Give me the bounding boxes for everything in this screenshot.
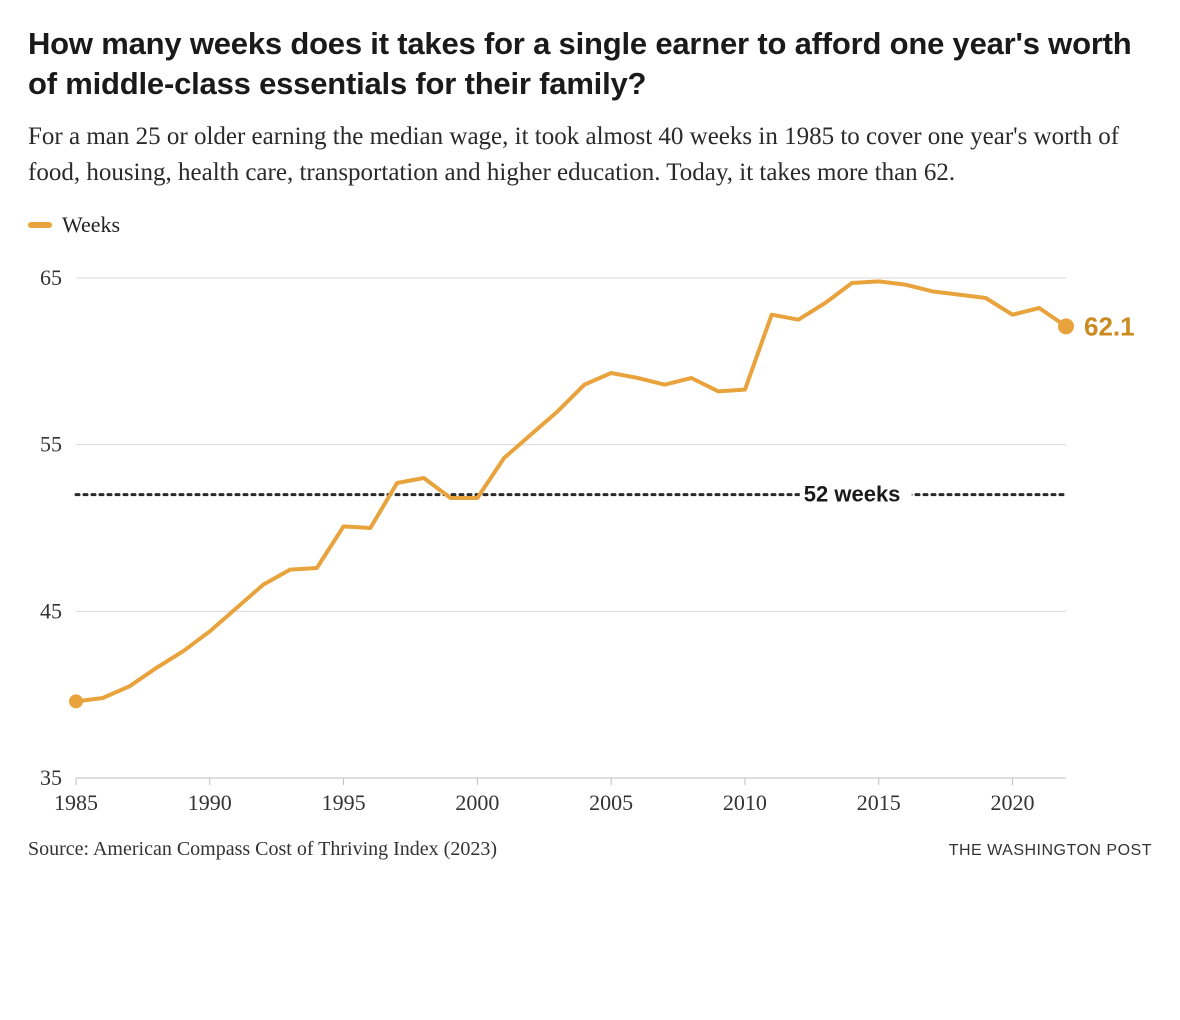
series-line bbox=[76, 282, 1066, 702]
chart-subtitle: For a man 25 or older earning the median… bbox=[28, 119, 1152, 190]
chart-title: How many weeks does it takes for a singl… bbox=[28, 24, 1152, 103]
y-tick-label: 65 bbox=[40, 268, 62, 290]
series-start-marker bbox=[69, 695, 83, 709]
line-chart: 35 45 55 65 1985 1990 1995 2000 2005 2010 2015 2020… bbox=[28, 268, 1152, 828]
legend-swatch bbox=[28, 222, 52, 228]
y-tick-label: 35 bbox=[40, 765, 62, 790]
series-end-label: 62.1 bbox=[1084, 312, 1135, 342]
credit-text: THE WASHINGTON POST bbox=[949, 842, 1152, 860]
y-tick-label: 45 bbox=[40, 599, 62, 624]
x-tick-label: 1985 bbox=[54, 790, 98, 815]
x-tick-label: 2005 bbox=[589, 790, 633, 815]
legend: Weeks bbox=[28, 212, 1152, 238]
x-tick-label: 2000 bbox=[455, 790, 499, 815]
x-tick-label: 2010 bbox=[723, 790, 767, 815]
x-tick-label: 1995 bbox=[322, 790, 366, 815]
chart-svg: 35 45 55 65 1985 1990 1995 2000 2005 2010 2015 2020… bbox=[28, 268, 1152, 828]
legend-label: Weeks bbox=[62, 212, 120, 238]
y-tick-label: 55 bbox=[40, 432, 62, 457]
x-tick-label: 1990 bbox=[188, 790, 232, 815]
x-tick-label: 2020 bbox=[990, 790, 1034, 815]
source-text: Source: American Compass Cost of Thrivin… bbox=[28, 838, 497, 861]
series-end-marker bbox=[1058, 319, 1074, 335]
x-tick-label: 2015 bbox=[857, 790, 901, 815]
reference-label: 52 weeks bbox=[804, 482, 901, 507]
